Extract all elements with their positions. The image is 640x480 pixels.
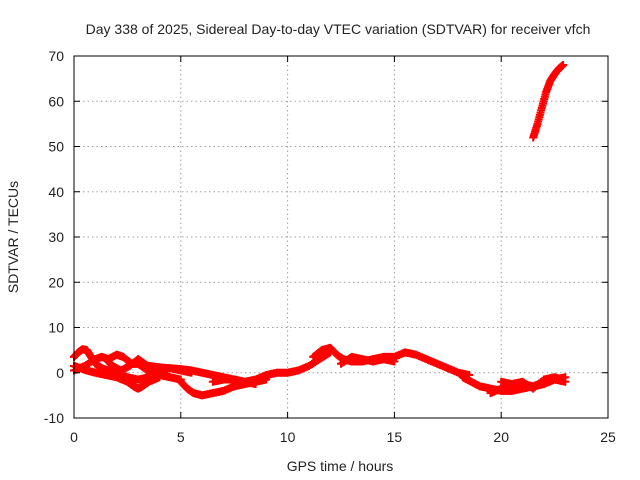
y-tick-label: 60 <box>48 93 64 109</box>
x-tick-label: 15 <box>387 429 403 445</box>
y-tick-label: 70 <box>48 48 64 64</box>
y-tick-label: 50 <box>48 139 64 155</box>
data-point <box>559 61 568 70</box>
chart-title: Day 338 of 2025, Sidereal Day-to-day VTE… <box>86 21 591 37</box>
x-tick-label: 25 <box>600 429 616 445</box>
grid <box>74 56 608 418</box>
x-tick-label: 10 <box>280 429 296 445</box>
y-tick-label: 40 <box>48 184 64 200</box>
x-tick-label: 5 <box>177 429 185 445</box>
axis-ticks: 0 5 10 15 20 25 -10 0 10 20 30 40 50 60 70 <box>44 48 616 445</box>
y-tick-label: 30 <box>48 229 64 245</box>
y-tick-label: 0 <box>56 365 64 381</box>
data-points <box>70 61 570 400</box>
data-point <box>561 377 570 386</box>
x-tick-label: 0 <box>70 429 78 445</box>
data-point <box>390 357 399 366</box>
x-tick-label: 20 <box>493 429 509 445</box>
y-tick-label: 10 <box>48 320 64 336</box>
x-axis-label: GPS time / hours <box>287 458 394 474</box>
y-tick-label: 20 <box>48 274 64 290</box>
y-axis-label: SDTVAR / TECUs <box>5 181 21 293</box>
y-tick-label: -10 <box>44 410 64 426</box>
data-point <box>557 375 566 384</box>
